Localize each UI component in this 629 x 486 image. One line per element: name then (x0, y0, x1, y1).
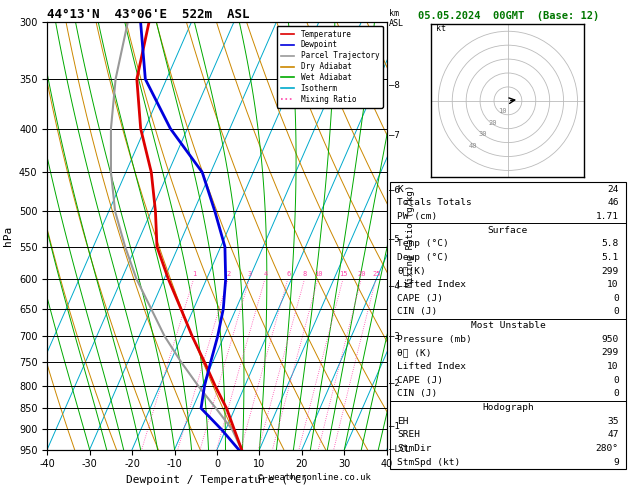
Text: 0: 0 (613, 389, 619, 399)
Text: 1: 1 (192, 271, 196, 277)
Text: 10: 10 (607, 280, 619, 289)
Text: kt: kt (435, 24, 445, 33)
Text: 4: 4 (264, 271, 267, 277)
Text: 20: 20 (357, 271, 366, 277)
Text: 2: 2 (226, 271, 231, 277)
Text: Totals Totals: Totals Totals (397, 198, 472, 207)
Text: Temp (°C): Temp (°C) (397, 239, 449, 248)
Text: K: K (397, 185, 403, 193)
Text: CIN (J): CIN (J) (397, 389, 437, 399)
Text: CAPE (J): CAPE (J) (397, 294, 443, 303)
Text: 10: 10 (498, 108, 507, 114)
Text: 6: 6 (286, 271, 291, 277)
Text: 15: 15 (339, 271, 348, 277)
Text: –7: –7 (389, 131, 399, 140)
Text: 1.71: 1.71 (596, 212, 619, 221)
Text: Most Unstable: Most Unstable (470, 321, 545, 330)
Text: –6: –6 (389, 186, 399, 194)
Text: 299: 299 (601, 266, 619, 276)
Text: © weatheronline.co.uk: © weatheronline.co.uk (258, 473, 371, 482)
Text: Lifted Index: Lifted Index (397, 280, 466, 289)
Text: 280°: 280° (596, 444, 619, 453)
Text: 0: 0 (613, 376, 619, 385)
Text: 35: 35 (607, 417, 619, 426)
Text: 47: 47 (607, 431, 619, 439)
Legend: Temperature, Dewpoint, Parcel Trajectory, Dry Adiabat, Wet Adiabat, Isotherm, Mi: Temperature, Dewpoint, Parcel Trajectory… (277, 26, 383, 108)
Text: 30: 30 (479, 131, 487, 138)
Text: –2: –2 (389, 380, 399, 388)
Text: Lifted Index: Lifted Index (397, 362, 466, 371)
X-axis label: Dewpoint / Temperature (°C): Dewpoint / Temperature (°C) (126, 475, 308, 485)
Text: θᴄ (K): θᴄ (K) (397, 348, 431, 357)
Text: Dewp (°C): Dewp (°C) (397, 253, 449, 262)
Text: PW (cm): PW (cm) (397, 212, 437, 221)
Text: 05.05.2024  00GMT  (Base: 12): 05.05.2024 00GMT (Base: 12) (418, 11, 599, 21)
Text: Surface: Surface (488, 226, 528, 235)
Text: 5.8: 5.8 (601, 239, 619, 248)
Text: StmSpd (kt): StmSpd (kt) (397, 458, 460, 467)
Text: Pressure (mb): Pressure (mb) (397, 335, 472, 344)
Text: –8: –8 (389, 81, 399, 90)
Text: 9: 9 (613, 458, 619, 467)
Text: –4: –4 (389, 282, 399, 291)
Text: 8: 8 (303, 271, 307, 277)
Y-axis label: hPa: hPa (3, 226, 13, 246)
Text: 10: 10 (607, 362, 619, 371)
Text: 25: 25 (372, 271, 381, 277)
Text: 3: 3 (248, 271, 252, 277)
Text: θᴄ(K): θᴄ(K) (397, 266, 426, 276)
Text: StmDir: StmDir (397, 444, 431, 453)
Text: 46: 46 (607, 198, 619, 207)
Text: –1: –1 (389, 422, 399, 431)
Text: 24: 24 (607, 185, 619, 193)
Text: CAPE (J): CAPE (J) (397, 376, 443, 385)
Text: km
ASL: km ASL (389, 9, 404, 28)
Text: 10: 10 (314, 271, 323, 277)
Text: 5.1: 5.1 (601, 253, 619, 262)
Text: CIN (J): CIN (J) (397, 308, 437, 316)
Text: –3: –3 (389, 332, 399, 341)
Text: –LCL: –LCL (389, 445, 410, 454)
Text: Mixing Ratio (g/kg): Mixing Ratio (g/kg) (406, 185, 415, 287)
Text: 299: 299 (601, 348, 619, 357)
Text: SREH: SREH (397, 431, 420, 439)
Text: 20: 20 (489, 120, 497, 125)
Text: 40: 40 (469, 143, 477, 149)
Text: 44°13'N  43°06'E  522m  ASL: 44°13'N 43°06'E 522m ASL (47, 8, 250, 21)
Text: 0: 0 (613, 294, 619, 303)
Text: EH: EH (397, 417, 409, 426)
Text: Hodograph: Hodograph (482, 403, 534, 412)
Text: 0: 0 (613, 308, 619, 316)
Text: –5: –5 (389, 235, 399, 244)
Text: 950: 950 (601, 335, 619, 344)
